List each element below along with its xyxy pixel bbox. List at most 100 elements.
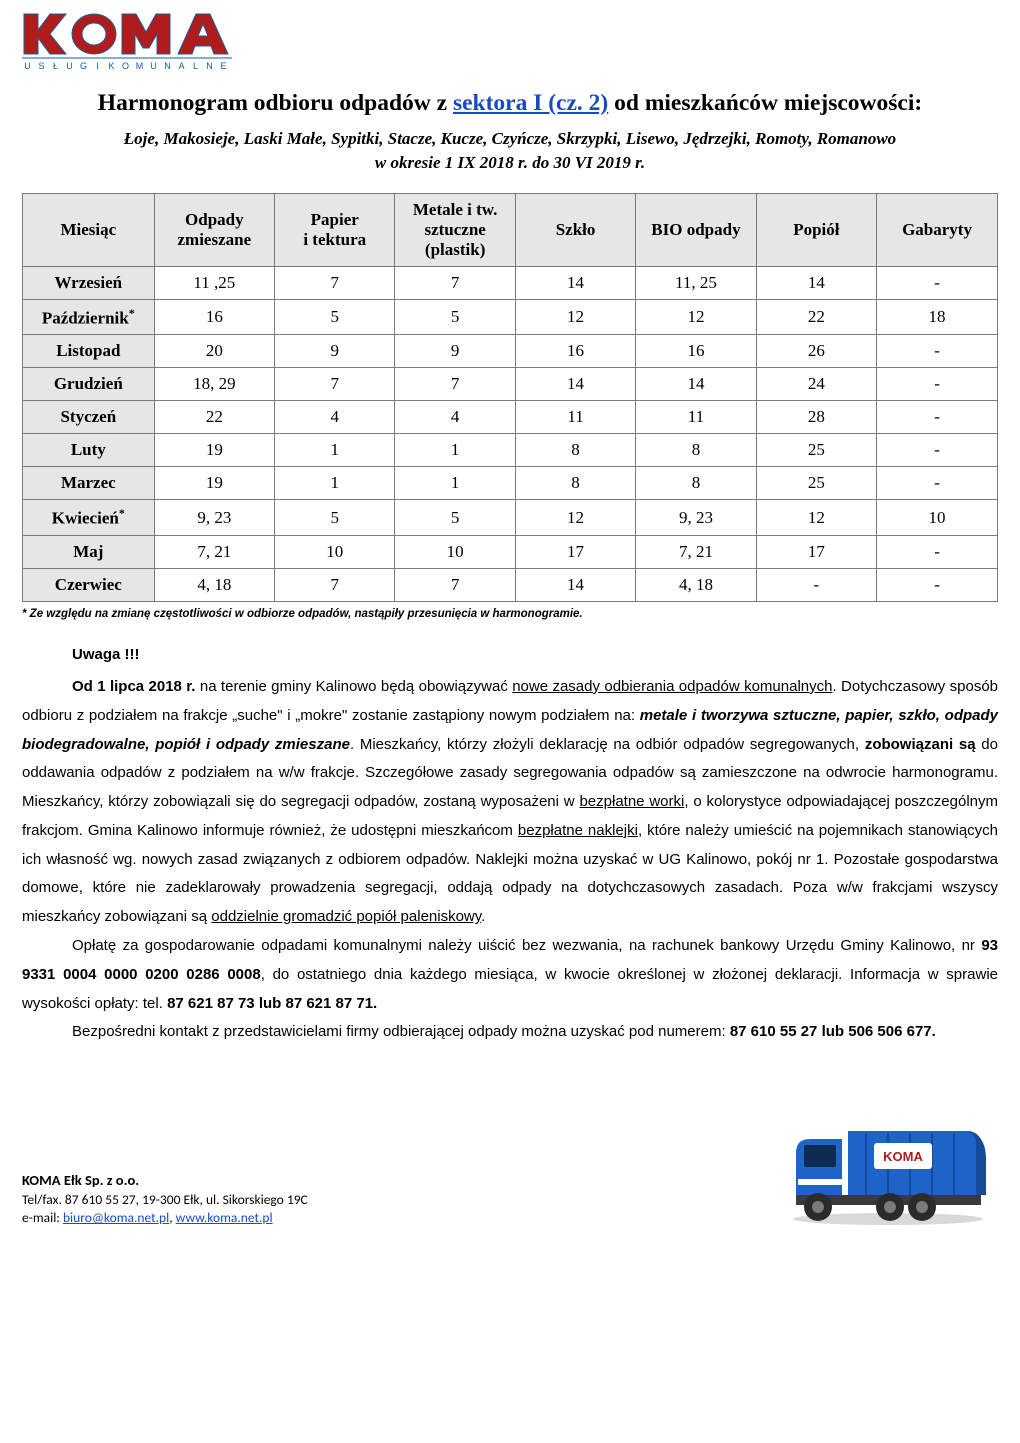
data-cell: 8 — [636, 434, 756, 467]
table-footnote: * Ze względu na zmianę częstotliwości w … — [22, 608, 998, 620]
month-cell: Wrzesień — [23, 266, 155, 299]
month-cell: Maj — [23, 535, 155, 568]
data-cell: 5 — [395, 500, 515, 536]
truck-image: KOMA — [778, 1107, 998, 1227]
svg-text:U: U — [66, 61, 76, 71]
subtitle: Łoje, Makosieje, Laski Małe, Sypitki, St… — [22, 127, 998, 175]
table-row: Luty19118825- — [23, 434, 998, 467]
data-cell: 8 — [515, 467, 635, 500]
title-prefix: Harmonogram odbioru odpadów z — [98, 90, 453, 116]
data-cell: 14 — [515, 266, 635, 299]
koma-logo-svg: USŁUGIKOMUNALNE — [22, 12, 232, 72]
company-email-link[interactable]: biuro@koma.net.pl — [63, 1209, 169, 1226]
data-cell: 4 — [275, 401, 395, 434]
table-header-cell: Miesiąc — [23, 193, 155, 266]
svg-text:I: I — [96, 61, 102, 71]
data-cell: 7 — [275, 568, 395, 601]
svg-text:N: N — [206, 61, 216, 71]
data-cell: 11 — [515, 401, 635, 434]
table-header-cell: BIO odpady — [636, 193, 756, 266]
svg-text:S: S — [38, 61, 47, 71]
table-row: Grudzień18, 2977141424- — [23, 368, 998, 401]
data-cell: 1 — [395, 434, 515, 467]
svg-text:E: E — [220, 61, 229, 71]
data-cell: 25 — [756, 434, 876, 467]
svg-text:K: K — [108, 61, 117, 71]
table-header-cell: Odpadyzmieszane — [154, 193, 274, 266]
data-cell: 14 — [636, 368, 756, 401]
data-cell: 22 — [154, 401, 274, 434]
data-cell: 9, 23 — [154, 500, 274, 536]
data-cell: 12 — [636, 299, 756, 335]
data-cell: 11, 25 — [636, 266, 756, 299]
month-cell: Czerwiec — [23, 568, 155, 601]
data-cell: - — [877, 535, 998, 568]
data-cell: 9 — [395, 335, 515, 368]
data-cell: 26 — [756, 335, 876, 368]
table-row: Czerwiec4, 1877144, 18-- — [23, 568, 998, 601]
data-cell: - — [756, 568, 876, 601]
data-cell: 16 — [636, 335, 756, 368]
month-cell: Marzec — [23, 467, 155, 500]
data-cell: 16 — [154, 299, 274, 335]
page-title: Harmonogram odbioru odpadów z sektora I … — [22, 90, 998, 117]
data-cell: 28 — [756, 401, 876, 434]
data-cell: - — [877, 266, 998, 299]
data-cell: 1 — [275, 434, 395, 467]
table-row: Wrzesień11 ,25771411, 2514- — [23, 266, 998, 299]
table-header-cell: Metale i tw.sztuczne(plastik) — [395, 193, 515, 266]
notice-p3: Bezpośredni kontakt z przedstawicielami … — [22, 1018, 998, 1047]
data-cell: 14 — [756, 266, 876, 299]
data-cell: - — [877, 368, 998, 401]
subtitle-line2: w okresie 1 IX 2018 r. do 30 VI 2019 r. — [375, 153, 645, 172]
p1-lead: Od 1 lipca 2018 r. — [72, 678, 195, 695]
month-cell: Październik* — [23, 299, 155, 335]
company-contact-line: e-mail: biuro@koma.net.pl, www.koma.net.… — [22, 1209, 308, 1227]
month-cell: Styczeń — [23, 401, 155, 434]
table-row: Październik*165512122218 — [23, 299, 998, 335]
data-cell: 7 — [395, 368, 515, 401]
schedule-table: MiesiącOdpadyzmieszanePapieri tekturaMet… — [22, 193, 998, 602]
data-cell: 4 — [395, 401, 515, 434]
svg-text:Ł: Ł — [53, 61, 61, 71]
data-cell: 17 — [515, 535, 635, 568]
data-cell: - — [877, 434, 998, 467]
data-cell: 5 — [275, 500, 395, 536]
notice-body: Od 1 lipca 2018 r. na terenie gminy Kali… — [22, 673, 998, 1047]
table-row: Maj7, 211010177, 2117- — [23, 535, 998, 568]
notice-heading: Uwaga !!! — [72, 646, 998, 663]
data-cell: 8 — [636, 467, 756, 500]
data-cell: 4, 18 — [154, 568, 274, 601]
data-cell: 16 — [515, 335, 635, 368]
data-cell: 11 ,25 — [154, 266, 274, 299]
data-cell: 4, 18 — [636, 568, 756, 601]
table-header-row: MiesiącOdpadyzmieszanePapieri tekturaMet… — [23, 193, 998, 266]
data-cell: 5 — [275, 299, 395, 335]
footer: KOMA Ełk Sp. z o.o. Tel/fax. 87 610 55 2… — [22, 1107, 998, 1227]
table-header-cell: Gabaryty — [877, 193, 998, 266]
data-cell: 18, 29 — [154, 368, 274, 401]
data-cell: 1 — [395, 467, 515, 500]
data-cell: 12 — [756, 500, 876, 536]
data-cell: 1 — [275, 467, 395, 500]
sector-link[interactable]: sektora I (cz. 2) — [453, 90, 608, 116]
table-header-cell: Szkło — [515, 193, 635, 266]
data-cell: 10 — [395, 535, 515, 568]
data-cell: 10 — [877, 500, 998, 536]
subtitle-line1: Łoje, Makosieje, Laski Małe, Sypitki, St… — [124, 129, 896, 148]
table-row: Listopad2099161626- — [23, 335, 998, 368]
company-web-link[interactable]: www.koma.net.pl — [176, 1209, 273, 1226]
data-cell: - — [877, 467, 998, 500]
data-cell: 7 — [395, 568, 515, 601]
data-cell: 14 — [515, 568, 635, 601]
data-cell: 18 — [877, 299, 998, 335]
company-address: Tel/fax. 87 610 55 27, 19-300 Ełk, ul. S… — [22, 1191, 308, 1209]
month-cell: Listopad — [23, 335, 155, 368]
svg-text:M: M — [136, 61, 147, 71]
data-cell: 7, 21 — [154, 535, 274, 568]
data-cell: 17 — [756, 535, 876, 568]
company-name: KOMA Ełk Sp. z o.o. — [22, 1171, 308, 1191]
table-header-cell: Popiół — [756, 193, 876, 266]
data-cell: 7, 21 — [636, 535, 756, 568]
notice-p2: Opłatę za gospodarowanie odpadami komuna… — [22, 932, 998, 1018]
